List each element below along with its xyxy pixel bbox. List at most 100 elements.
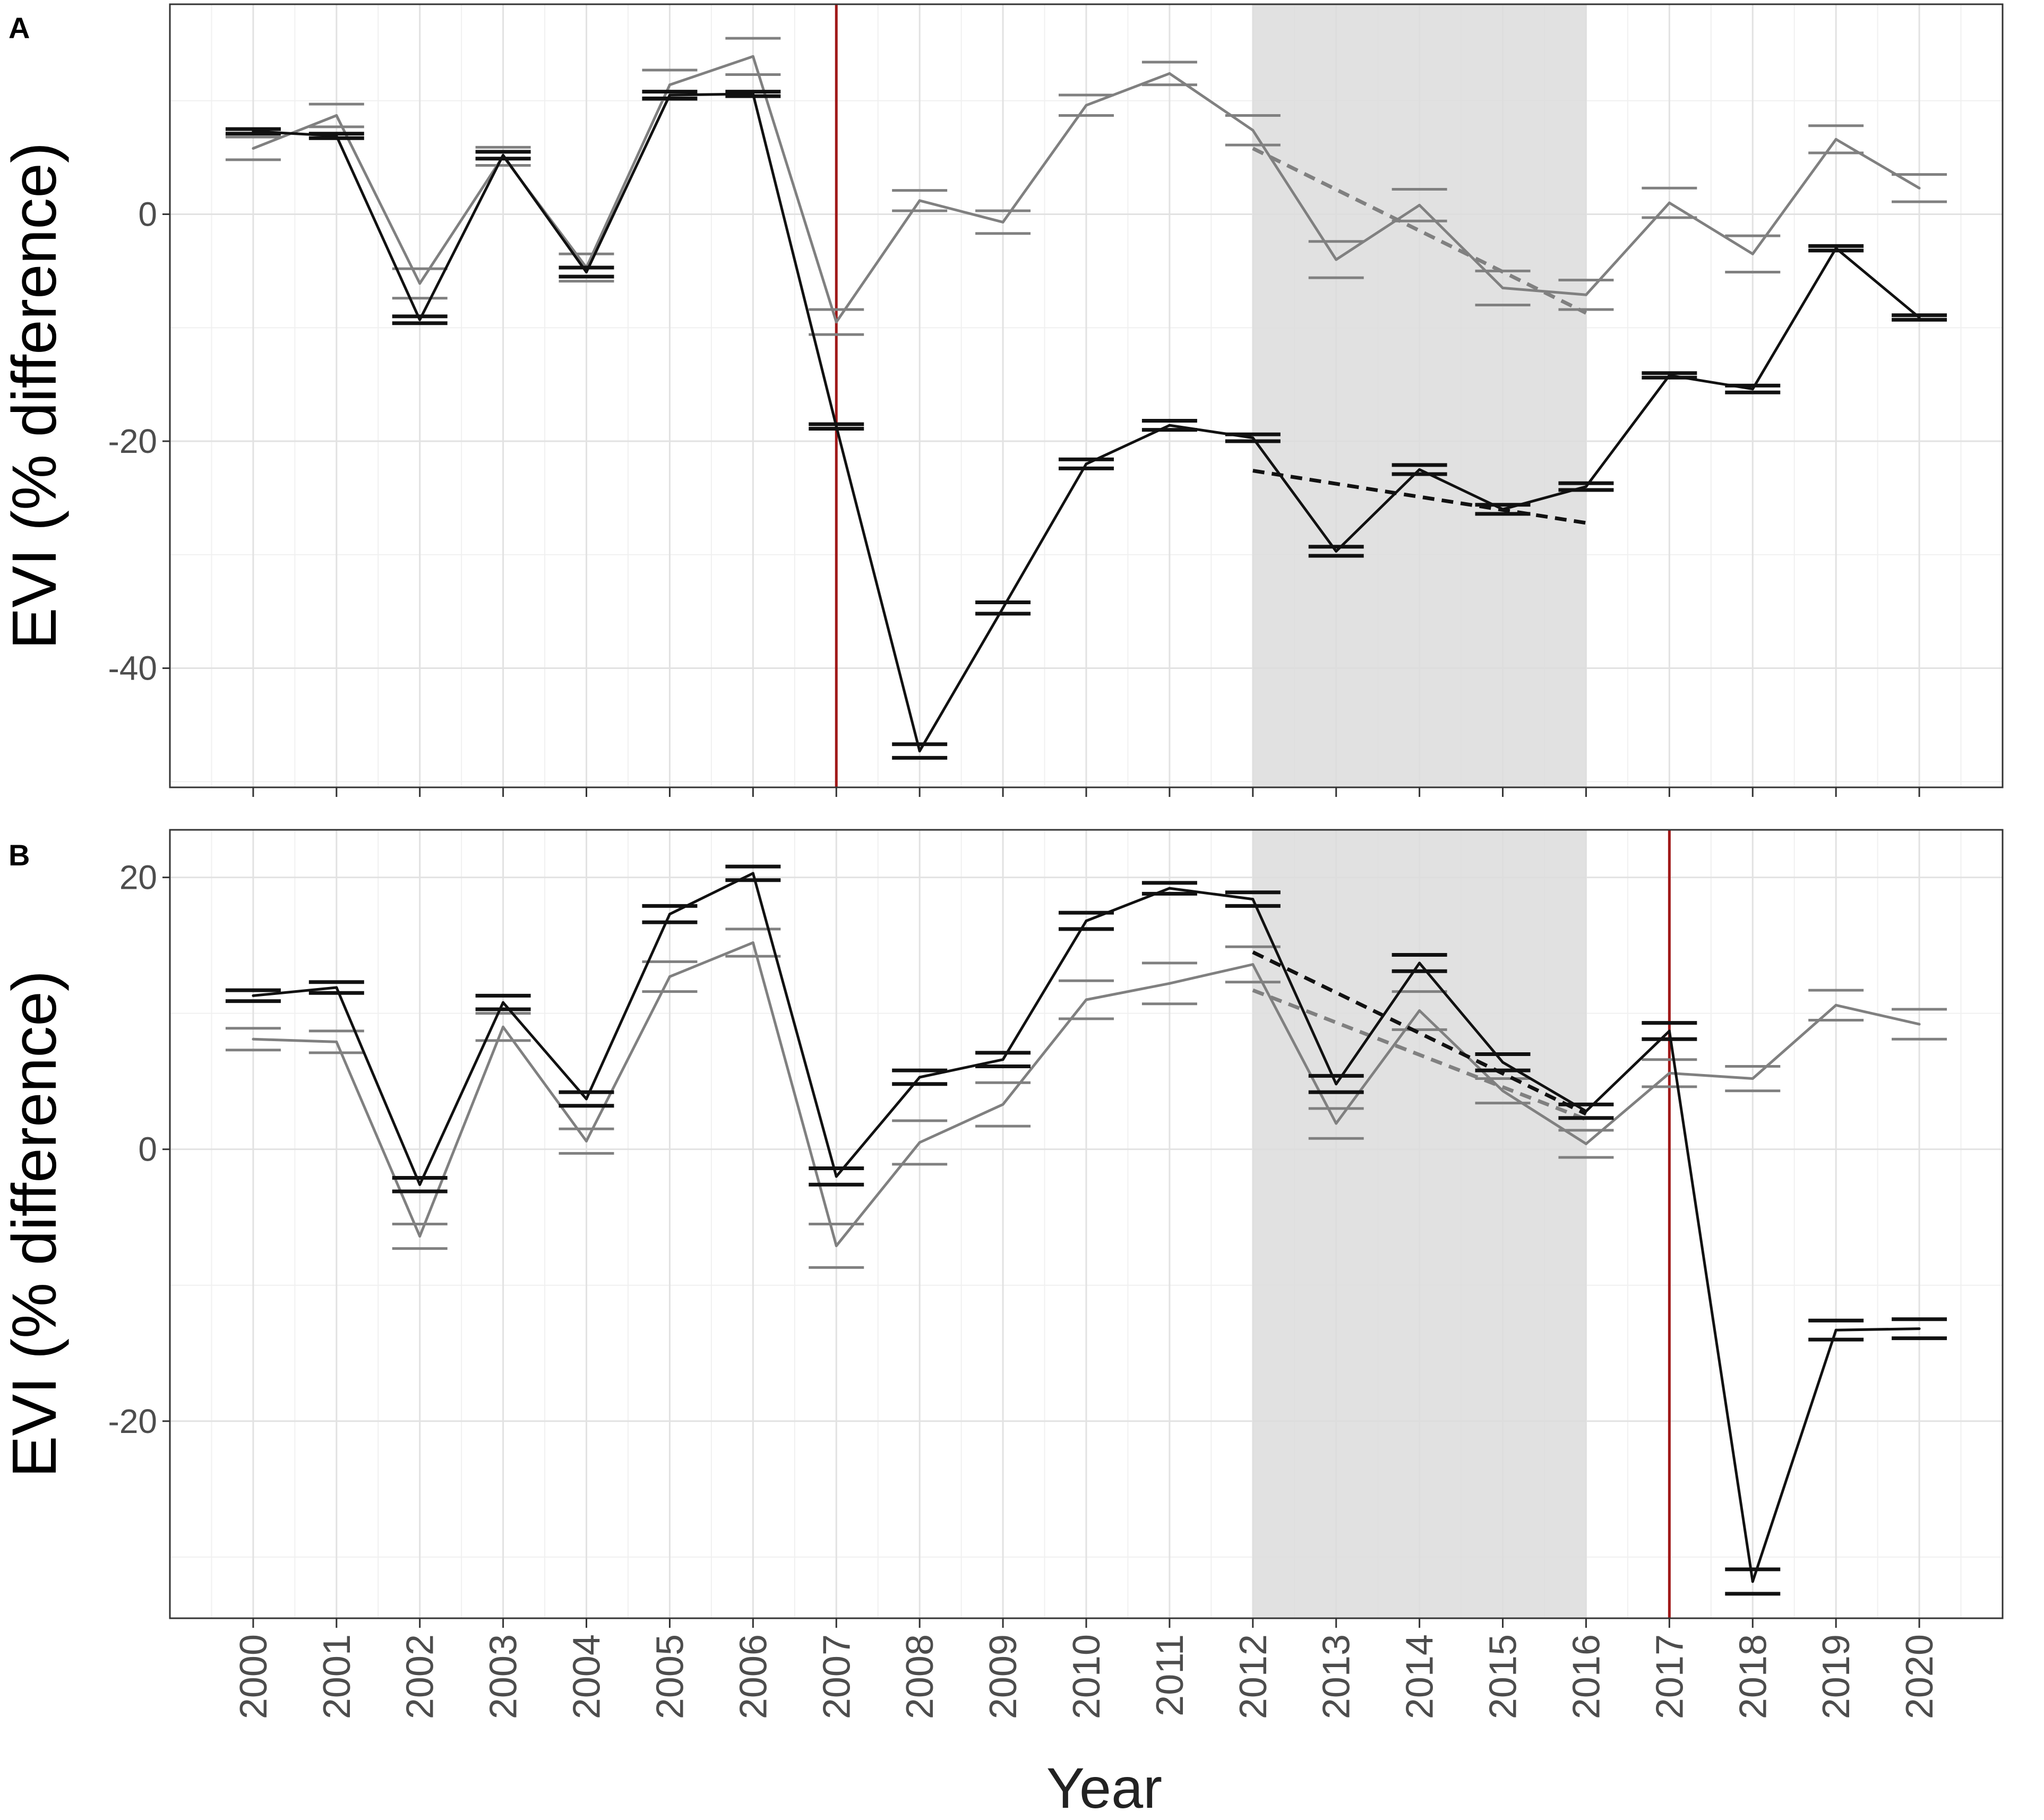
data-point-grey [252,147,255,150]
x-tick-label: 2008 [899,1634,941,1719]
panel-b: -20 0 20 2000 2001 2002 2003 2004 2005 2006 2007 20… [0,829,2004,1719]
x-tick-label: 2014 [1399,1634,1441,1719]
data-point-black [751,872,754,875]
y-tick-label: 20 [119,859,157,897]
x-tick-label: 2000 [233,1634,275,1719]
data-point-black [668,913,671,916]
data-point-black [1918,1327,1921,1330]
shaded-period [1252,830,1586,1618]
data-point-black [1668,1029,1671,1033]
panel-label: A [8,11,30,45]
x-tick-label: 2002 [399,1634,442,1719]
y-tick-label: -20 [108,1402,158,1440]
data-point-grey [751,941,754,945]
x-tick-label: 2009 [982,1634,1025,1719]
y-tick-label: -40 [108,649,158,688]
data-point-black [1168,424,1171,427]
data-point-black [1251,898,1255,901]
data-point-black [1584,485,1587,488]
data-point-black [1085,462,1088,466]
data-point-grey [918,1141,921,1144]
data-point-black [835,1175,838,1178]
data-point-black [1001,606,1004,609]
data-point-grey [1834,1003,1837,1007]
data-point-black [918,750,921,753]
data-point-black [1335,1083,1338,1086]
x-tick-label: 2018 [1732,1634,1774,1719]
data-point-black [1751,1580,1754,1583]
data-point-black [1168,887,1171,890]
data-point-grey [668,975,671,978]
data-point-grey [1668,201,1671,204]
data-point-grey [835,321,838,324]
data-point-grey [918,199,921,202]
data-point-grey [1751,1077,1754,1080]
x-tick-label: 2006 [732,1634,775,1719]
data-point-grey [335,114,338,117]
data-point-black [502,1001,505,1004]
data-point-black [1834,247,1837,250]
panel-label: B [8,838,30,872]
data-point-grey [502,1025,505,1028]
data-point-black [418,1183,422,1186]
data-point-black [1751,388,1754,391]
y-tick-label: 0 [138,1130,157,1169]
data-point-grey [1918,1023,1921,1026]
x-tick-label: 2016 [1565,1634,1608,1719]
data-point-black [1418,468,1421,471]
x-tick-label: 2015 [1482,1634,1525,1719]
data-point-grey [418,1235,422,1238]
data-point-black [252,994,255,997]
x-tick-label: 2005 [649,1634,691,1719]
data-point-grey [1418,1009,1421,1012]
data-point-black [418,318,422,321]
data-point-grey [1668,1071,1671,1075]
data-point-black [1418,961,1421,965]
y-tick-label: 0 [138,195,157,233]
data-point-black [1834,1328,1837,1332]
y-tick-label: -20 [108,422,158,460]
data-point-black [1001,1058,1004,1061]
x-tick-label: 2007 [815,1634,858,1719]
data-point-black [585,1097,588,1101]
data-point-grey [1501,1089,1505,1093]
data-point-grey [668,83,671,87]
data-point-grey [1918,186,1921,190]
data-point-black [335,986,338,989]
data-point-grey [252,1037,255,1041]
x-tick-label: 2013 [1316,1634,1358,1719]
data-point-black [252,130,255,133]
x-axis-title: Year [1046,1756,1162,1820]
trend-line-black [1252,950,1587,1116]
data-point-black [1918,316,1921,319]
trend-line-grey [1252,988,1587,1121]
trend-line-grey [1252,147,1587,315]
data-point-grey [1335,258,1338,261]
data-point-black [1251,436,1255,440]
data-point-grey [1251,963,1255,966]
data-point-grey [1834,138,1837,141]
x-tick-label: 2010 [1066,1634,1108,1719]
x-tick-label: 2003 [483,1634,525,1719]
x-tick-label: 2004 [566,1634,608,1719]
data-point-black [1501,1061,1505,1064]
data-point-black [918,1076,921,1079]
data-point-black [1335,550,1338,553]
data-point-grey [751,55,754,58]
x-tick-label: 2020 [1899,1634,1941,1719]
data-point-black [1668,374,1671,377]
data-point-grey [1001,1103,1004,1106]
data-point-grey [1001,220,1004,224]
y-axis-title: EVI (% difference) [0,971,70,1478]
data-point-black [668,93,671,97]
shaded-period [1252,4,1586,787]
data-point-grey [1335,1122,1338,1125]
data-point-grey [1584,1142,1587,1145]
data-point-grey [585,1139,588,1143]
data-point-grey [418,282,422,285]
data-point-grey [1168,982,1171,985]
data-point-black [585,270,588,273]
data-point-grey [1168,72,1171,75]
data-point-grey [1085,998,1088,1001]
data-point-grey [1584,293,1587,296]
